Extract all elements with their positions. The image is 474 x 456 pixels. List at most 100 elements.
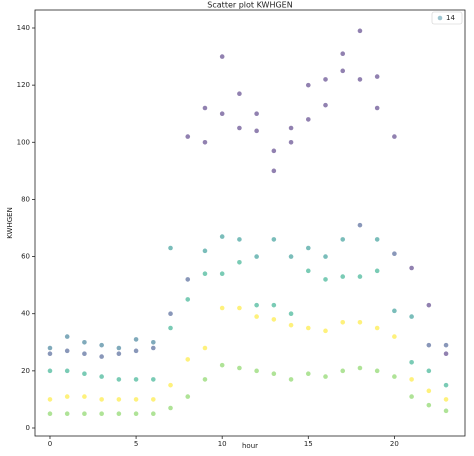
point bbox=[202, 105, 208, 111]
point bbox=[443, 342, 449, 348]
point bbox=[305, 325, 311, 331]
point bbox=[99, 411, 104, 417]
point bbox=[271, 148, 277, 154]
point bbox=[409, 394, 414, 399]
y-tick-label: 80 bbox=[21, 195, 30, 203]
point bbox=[357, 222, 363, 228]
point bbox=[305, 117, 311, 122]
point bbox=[254, 128, 259, 134]
point bbox=[288, 377, 294, 382]
point bbox=[443, 397, 449, 402]
point bbox=[340, 237, 346, 242]
point bbox=[116, 345, 122, 351]
point bbox=[219, 362, 225, 368]
x-tick-label: 10 bbox=[218, 440, 227, 448]
y-tick-label: 20 bbox=[21, 367, 30, 375]
point bbox=[151, 377, 156, 382]
point bbox=[323, 277, 328, 282]
point bbox=[271, 302, 277, 308]
point bbox=[47, 368, 53, 374]
point bbox=[202, 271, 208, 277]
point bbox=[202, 377, 208, 382]
point bbox=[202, 139, 208, 145]
point bbox=[271, 168, 277, 174]
y-tick-label: 0 bbox=[26, 424, 30, 432]
point bbox=[288, 322, 294, 328]
plot-frame bbox=[34, 9, 466, 437]
point bbox=[288, 139, 294, 145]
x-axis-label: hour bbox=[242, 442, 258, 450]
point bbox=[392, 308, 397, 314]
point bbox=[64, 368, 70, 374]
point bbox=[82, 394, 87, 399]
point bbox=[409, 314, 414, 319]
point bbox=[64, 411, 70, 417]
point bbox=[288, 125, 294, 131]
x-tick-label: 15 bbox=[304, 440, 313, 448]
point bbox=[202, 345, 208, 351]
point bbox=[219, 111, 225, 117]
point bbox=[82, 339, 87, 345]
point bbox=[116, 397, 122, 402]
point bbox=[409, 265, 414, 271]
point bbox=[254, 302, 259, 308]
point bbox=[116, 351, 122, 357]
point bbox=[426, 368, 432, 374]
point bbox=[305, 245, 311, 251]
point bbox=[374, 325, 380, 331]
point bbox=[305, 82, 311, 88]
x-tick-label: 0 bbox=[48, 440, 52, 448]
point bbox=[219, 305, 225, 311]
point bbox=[168, 245, 173, 251]
point bbox=[323, 374, 328, 379]
point bbox=[99, 354, 104, 359]
point bbox=[374, 368, 380, 374]
x-tick-label: 20 bbox=[390, 440, 399, 448]
point bbox=[392, 334, 397, 339]
point bbox=[392, 251, 397, 257]
point bbox=[47, 411, 53, 417]
point bbox=[340, 368, 346, 374]
point bbox=[357, 28, 363, 34]
legend-label: 14 bbox=[446, 14, 455, 22]
point bbox=[219, 234, 225, 239]
point bbox=[47, 397, 53, 402]
point bbox=[133, 337, 139, 342]
chart-title: Scatter plot KWHGEN bbox=[207, 1, 292, 10]
point bbox=[254, 254, 259, 259]
legend-marker bbox=[437, 15, 443, 21]
point bbox=[168, 405, 173, 411]
point bbox=[168, 325, 173, 331]
point bbox=[443, 351, 449, 357]
point bbox=[271, 237, 277, 242]
point bbox=[82, 371, 87, 377]
point bbox=[374, 74, 380, 79]
y-tick-label: 40 bbox=[21, 310, 30, 318]
point bbox=[82, 351, 87, 357]
point bbox=[357, 365, 363, 371]
point bbox=[374, 268, 380, 274]
point bbox=[151, 339, 156, 345]
point bbox=[237, 259, 242, 265]
point bbox=[185, 394, 191, 399]
point bbox=[254, 314, 259, 319]
point bbox=[202, 248, 208, 254]
point bbox=[305, 268, 311, 274]
point bbox=[340, 68, 346, 74]
point bbox=[64, 394, 70, 399]
point bbox=[323, 102, 328, 108]
point bbox=[271, 317, 277, 322]
point bbox=[116, 377, 122, 382]
legend-box bbox=[431, 11, 463, 25]
y-tick-label: 60 bbox=[21, 253, 30, 261]
point bbox=[116, 411, 122, 417]
point bbox=[392, 134, 397, 139]
point bbox=[133, 397, 139, 402]
point bbox=[237, 125, 242, 131]
point bbox=[374, 105, 380, 111]
point bbox=[271, 371, 277, 377]
point bbox=[443, 408, 449, 414]
point bbox=[151, 411, 156, 417]
point bbox=[357, 274, 363, 279]
